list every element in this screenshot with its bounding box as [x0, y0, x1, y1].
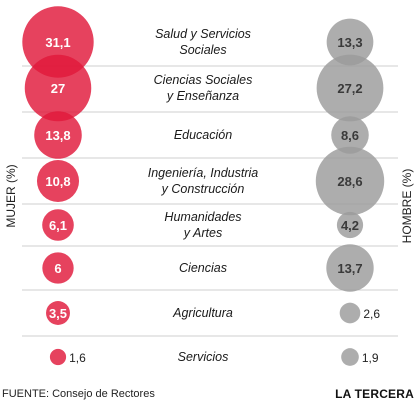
source-note: FUENTE: Consejo de Rectores: [2, 388, 155, 400]
mujer-bubble: [24, 54, 92, 122]
category-label: Ingeniería, Industria y Construcción: [148, 166, 259, 196]
hombre-bubble: [326, 18, 374, 66]
mujer-value-label: 13,8: [45, 128, 70, 143]
mujer-value-label: 6: [54, 261, 61, 276]
hombre-value-label: 13,7: [337, 261, 362, 276]
category-label: Servicios: [178, 350, 229, 364]
mujer-value-label: 27: [51, 81, 65, 96]
mujer-bubble: [42, 252, 74, 284]
mujer-bubble: [42, 209, 74, 241]
hombre-bubble: [336, 211, 364, 239]
hombre-bubble: [331, 116, 369, 154]
bubble-chart: 31,1 27 13,8 10,8 6,1 6 3,5 1,6 13,3 27,2 8,6 28,6 4…: [4, 6, 414, 366]
mujer-bubble: [36, 159, 80, 203]
hombre-value-label: 27,2: [337, 81, 362, 96]
mujer-bubble: [22, 6, 94, 78]
mujer-value-label: 1,6: [69, 351, 86, 365]
mujer-bubble: [46, 301, 70, 325]
category-label: Ciencias: [179, 261, 227, 275]
category-label: Agricultura: [172, 306, 233, 320]
category-label: Humanidades y Artes: [164, 210, 241, 240]
hombre-bubble: [316, 54, 384, 122]
mujer-value-label: 3,5: [49, 306, 67, 321]
hombre-value-label: 13,3: [337, 35, 362, 50]
hombre-bubble: [315, 146, 385, 216]
mujer-value-label: 10,8: [45, 174, 70, 189]
category-label: Salud y Servicios Sociales: [155, 27, 251, 57]
brand-logo-text: LA TERCERA: [335, 387, 414, 401]
hombre-bubble: [339, 302, 361, 324]
hombre-value-label: 2,6: [363, 307, 380, 321]
axis-title-hombre: HOMBRE (%): [400, 169, 414, 244]
hombre-bubble: [326, 244, 374, 292]
category-label: Ciencias Sociales y Enseñanza: [154, 73, 253, 103]
mujer-value-label: 6,1: [49, 218, 67, 233]
mujer-bubble: [34, 111, 82, 159]
hombre-bubble: [341, 348, 359, 366]
category-label: Educación: [174, 128, 232, 142]
mujer-bubble: [49, 348, 67, 366]
hombre-value-label: 4,2: [341, 218, 359, 233]
mujer-value-label: 31,1: [45, 35, 70, 50]
hombre-value-label: 28,6: [337, 174, 362, 189]
axis-title-mujer: MUJER (%): [4, 164, 18, 227]
hombre-value-label: 1,9: [362, 351, 379, 365]
hombre-value-label: 8,6: [341, 128, 359, 143]
